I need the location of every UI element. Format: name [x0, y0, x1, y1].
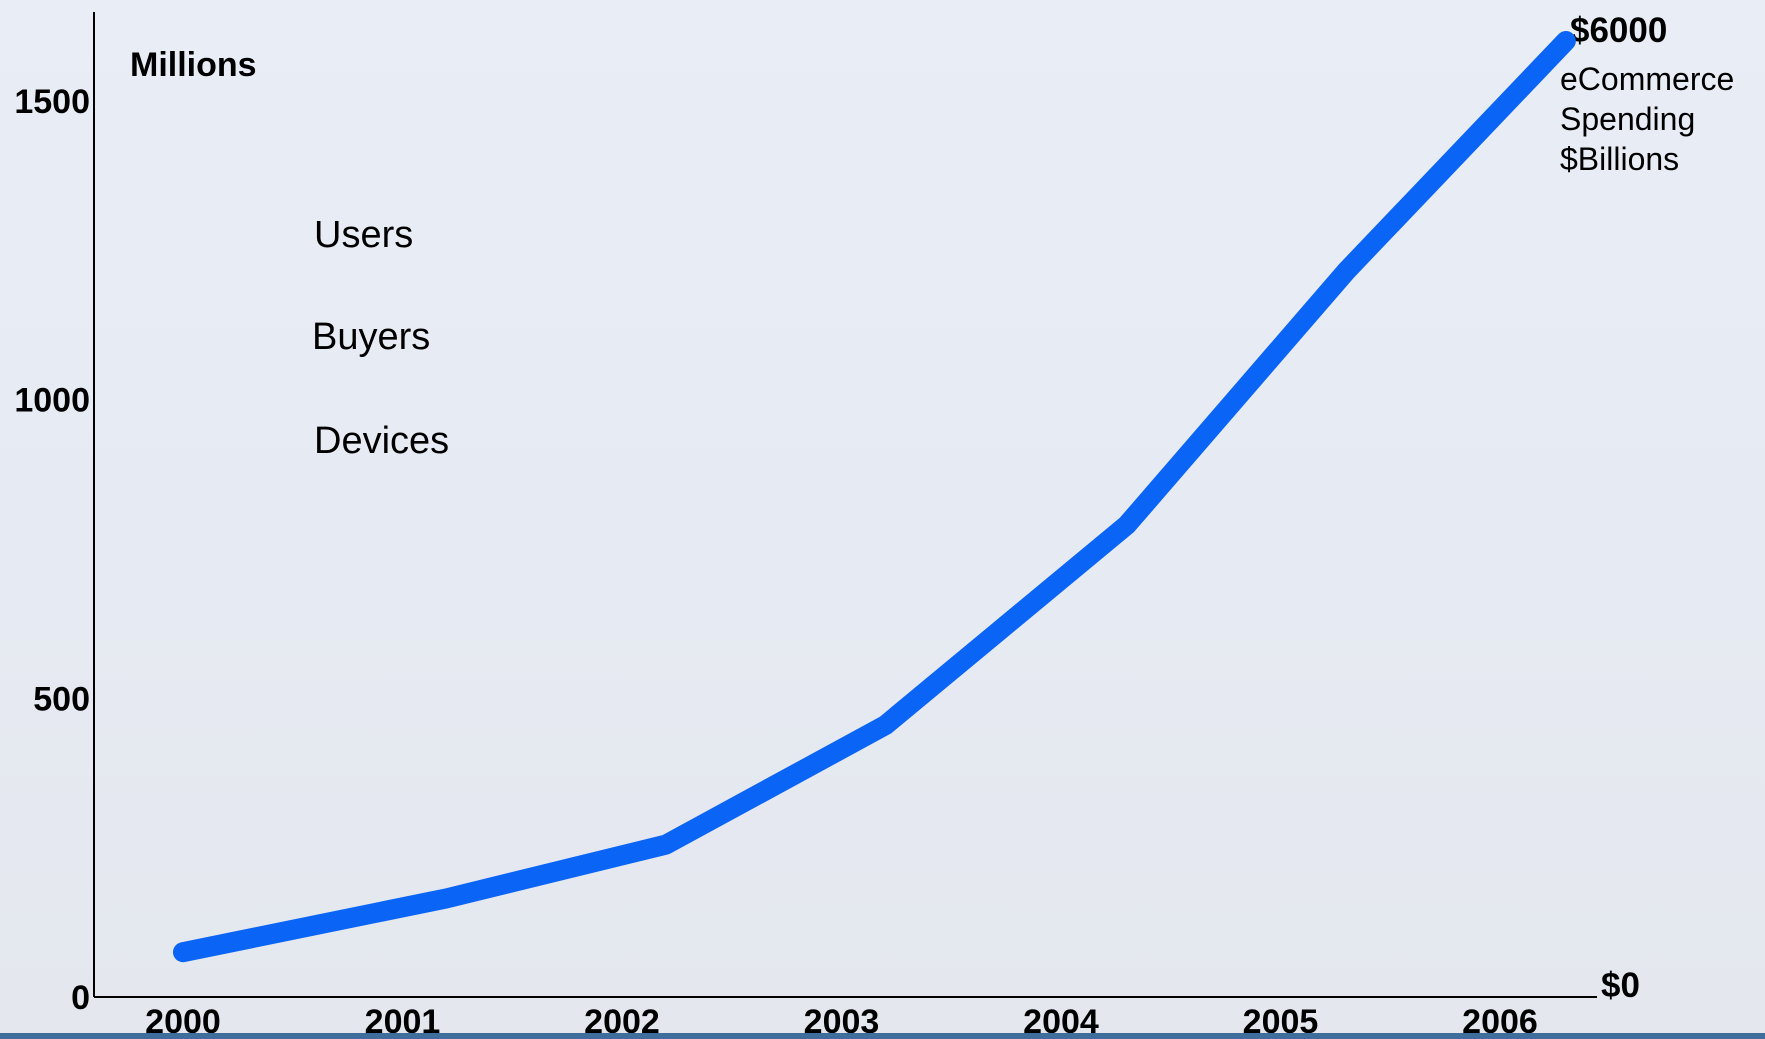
legend-devices: Devices: [314, 420, 449, 462]
x-tick-label: 2006: [1462, 1003, 1538, 1033]
right-axis-title-line-2: Spending: [1560, 101, 1695, 137]
y-tick-label: 0: [71, 979, 90, 1017]
y-axis-unit-label: Millions: [130, 46, 257, 84]
y-tick-label: 500: [33, 680, 90, 718]
legend-buyers: Buyers: [312, 316, 430, 358]
x-tick-label: 2005: [1243, 1003, 1319, 1033]
right-axis-title-line-1: eCommerce: [1560, 61, 1734, 97]
series-group: [173, 31, 1576, 963]
series-line: [173, 31, 1576, 963]
x-tick-label: 2001: [365, 1003, 441, 1033]
y-tick-label: 1500: [14, 83, 90, 121]
legend-users: Users: [314, 214, 413, 256]
legend: Users Buyers Devices: [312, 214, 449, 462]
x-tick-label: 2003: [804, 1003, 880, 1033]
bottom-strip: [0, 1033, 1765, 1039]
x-tick-label: 2002: [584, 1003, 660, 1033]
x-tick-label: 2004: [1023, 1003, 1099, 1033]
x-axis-ticks: 2000 2001 2002 2003 2004 2005 2006: [145, 1003, 1538, 1033]
y-tick-label: 1000: [14, 382, 90, 420]
right-axis-title-line-3: $Billions: [1560, 141, 1679, 177]
x-tick-label: 2000: [145, 1003, 221, 1033]
right-axis-top-label: $6000: [1570, 11, 1667, 50]
y-axis-ticks: 0 500 1000 1500: [14, 83, 90, 1017]
right-axis-bottom-label: $0: [1601, 966, 1640, 1005]
